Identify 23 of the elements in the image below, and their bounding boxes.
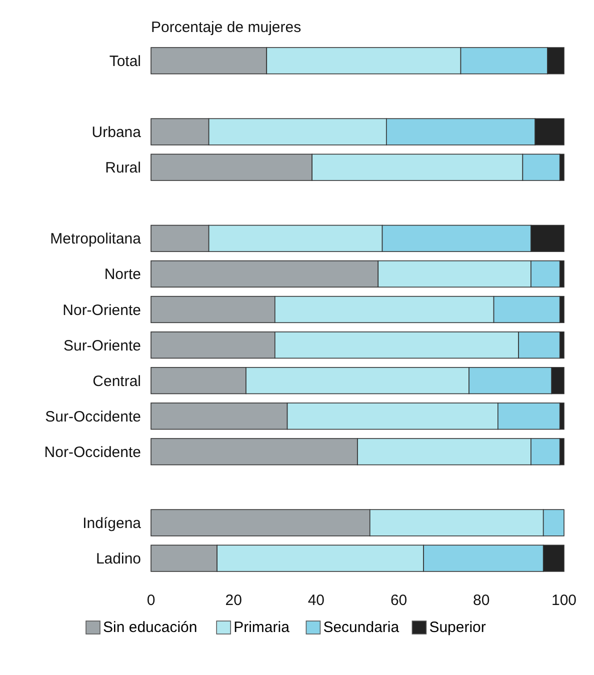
y-tick-label: Urbana bbox=[92, 124, 142, 142]
y-tick-label: Rural bbox=[105, 160, 141, 177]
x-tick-label: 80 bbox=[473, 592, 490, 609]
x-tick-label: 60 bbox=[390, 592, 408, 609]
legend-label: Secundaria bbox=[323, 619, 400, 636]
legend-label: Superior bbox=[429, 619, 486, 636]
chart-title: Porcentaje de mujeres bbox=[151, 19, 302, 36]
y-tick-label: Metropolitana bbox=[50, 230, 142, 248]
y-tick-label: Central bbox=[92, 372, 141, 390]
y-tick-label: Norte bbox=[104, 266, 141, 284]
x-tick-label: 0 bbox=[146, 592, 156, 609]
y-tick-label: Total bbox=[109, 52, 141, 70]
legend-label: Primaria bbox=[234, 619, 290, 636]
y-tick-label: Sur-Occidente bbox=[45, 408, 141, 426]
y-tick-label: Sur-Oriente bbox=[63, 337, 141, 354]
y-tick-label: Ladino bbox=[96, 550, 141, 568]
y-tick-label: Nor-Occidente bbox=[44, 444, 141, 461]
y-tick-label: Nor-Oriente bbox=[62, 302, 141, 319]
x-tick-label: 40 bbox=[308, 592, 325, 609]
legend-label: Sin educación bbox=[103, 619, 198, 636]
x-tick-label: 20 bbox=[225, 592, 242, 609]
x-tick-label: 100 bbox=[551, 592, 577, 609]
y-tick-label: Indígena bbox=[82, 515, 142, 532]
